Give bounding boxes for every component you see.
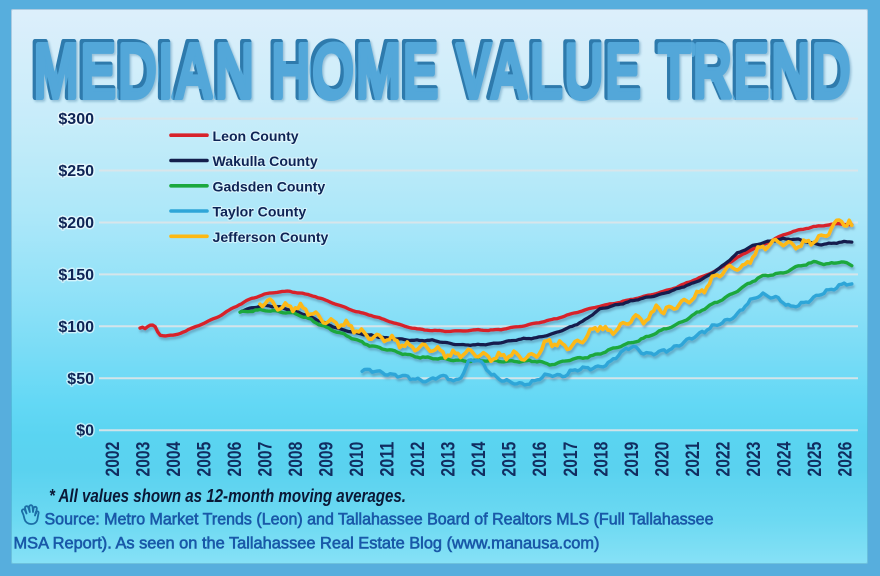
svg-text:2024: 2024 [773, 442, 795, 477]
svg-text:2002: 2002 [102, 442, 124, 477]
svg-text:Source: Metro Market Trends (L: Source: Metro Market Trends (Leon) and T… [45, 511, 714, 529]
svg-text:$100: $100 [58, 319, 94, 336]
svg-text:2015: 2015 [499, 442, 521, 477]
svg-text:Wakulla County: Wakulla County [213, 153, 318, 169]
svg-text:2005: 2005 [194, 442, 216, 477]
svg-text:$50: $50 [67, 371, 94, 388]
svg-text:2018: 2018 [590, 442, 612, 477]
svg-text:2007: 2007 [255, 442, 277, 477]
svg-text:2006: 2006 [224, 442, 246, 477]
svg-text:Jefferson County: Jefferson County [213, 229, 329, 245]
svg-text:$0: $0 [76, 423, 94, 440]
svg-text:Gadsden County: Gadsden County [213, 179, 326, 195]
svg-text:$150: $150 [58, 267, 94, 284]
svg-text:2025: 2025 [804, 442, 826, 477]
svg-text:2017: 2017 [560, 442, 582, 477]
svg-text:$300: $300 [58, 111, 94, 128]
svg-text:$250: $250 [58, 163, 94, 180]
svg-text:2012: 2012 [407, 442, 429, 477]
svg-text:Taylor County: Taylor County [213, 204, 307, 220]
svg-text:2008: 2008 [285, 442, 307, 477]
svg-text:2019: 2019 [621, 442, 643, 477]
svg-text:2014: 2014 [468, 442, 490, 477]
svg-text:2009: 2009 [316, 442, 338, 477]
svg-text:2003: 2003 [133, 442, 155, 477]
svg-text:2011: 2011 [377, 442, 399, 477]
svg-text:2026: 2026 [834, 442, 856, 477]
svg-text:2016: 2016 [529, 442, 551, 477]
svg-text:2010: 2010 [346, 442, 368, 477]
svg-text:MSA Report). As seen on the Ta: MSA Report). As seen on the Tallahassee … [14, 535, 600, 553]
svg-text:2021: 2021 [682, 442, 704, 477]
svg-text:2023: 2023 [743, 442, 765, 477]
svg-text:2020: 2020 [651, 442, 673, 477]
svg-text:2022: 2022 [712, 442, 734, 477]
svg-text:2013: 2013 [438, 442, 460, 477]
svg-text:2004: 2004 [163, 442, 185, 477]
svg-text:$200: $200 [58, 215, 94, 232]
svg-text:MEDIAN HOME VALUE TREND: MEDIAN HOME VALUE TREND [34, 28, 853, 117]
svg-text:* All values shown as 12-month: * All values shown as 12-month moving av… [49, 485, 406, 506]
svg-text:Leon County: Leon County [213, 128, 299, 144]
